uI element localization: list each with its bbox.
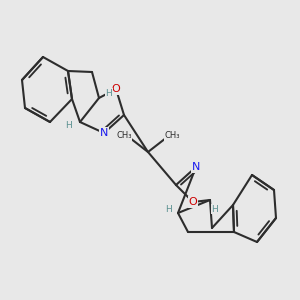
Text: N: N — [192, 162, 200, 172]
Text: N: N — [100, 128, 108, 138]
Text: H: H — [66, 122, 72, 130]
Text: H: H — [106, 88, 112, 98]
Text: CH₃: CH₃ — [116, 131, 132, 140]
Text: H: H — [212, 205, 218, 214]
Text: CH₃: CH₃ — [164, 131, 180, 140]
Text: O: O — [189, 197, 197, 207]
Text: O: O — [112, 84, 120, 94]
Text: H: H — [165, 206, 171, 214]
